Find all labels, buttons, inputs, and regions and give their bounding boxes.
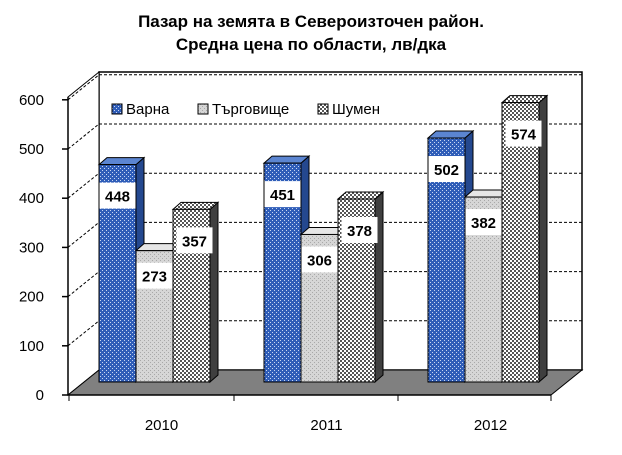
legend: Варна Търговище Шумен xyxy=(111,101,380,118)
legend-item-Шумен: Шумен xyxy=(317,101,380,118)
legend-item-Варна: Варна xyxy=(111,101,170,118)
legend-swatch-Търговище xyxy=(197,103,209,115)
bar-top-Шумен-2010 xyxy=(171,201,220,210)
data-label-box-Шумен-2012 xyxy=(505,120,542,147)
legend-item-Търговище: Търговище xyxy=(197,101,289,118)
bar-top-Шумен-2011 xyxy=(336,191,385,200)
data-label-Варна-2012: 502 xyxy=(428,156,465,183)
bar-top-Варна-2010 xyxy=(97,157,146,166)
gridline-side-500 xyxy=(67,123,100,150)
data-label-box-Търговище-2011 xyxy=(301,246,338,273)
data-label-text-Търговище-2011: 306 xyxy=(307,252,332,269)
bar-front-Шумен-2012 xyxy=(501,102,540,383)
y-tick-label-500: 500 xyxy=(19,141,44,158)
data-label-Варна-2011: 451 xyxy=(264,181,301,208)
data-label-text-Шумен-2012: 574 xyxy=(511,127,537,144)
gridline-side-300 xyxy=(67,222,100,248)
bar-top-Шумен-2012 xyxy=(500,95,549,104)
data-label-Шумен-2010: 357 xyxy=(176,227,213,254)
x-category-label-2012: 2012 xyxy=(474,417,507,434)
gridline-side-600 xyxy=(67,74,100,101)
y-tick-label-300: 300 xyxy=(19,239,44,256)
data-label-box-Шумен-2011 xyxy=(341,217,378,244)
x-axis-categories: 2010 2011 2012 xyxy=(68,395,552,434)
data-label-text-Търговище-2012: 382 xyxy=(471,215,496,232)
data-label-box-Варна-2011 xyxy=(264,181,301,208)
legend-swatch-Варна xyxy=(111,103,123,115)
bar-top-Варна-2012 xyxy=(426,130,475,139)
x-category-label-2011: 2011 xyxy=(310,417,342,434)
y-tick-label-0: 0 xyxy=(36,387,44,404)
data-label-box-Шумен-2010 xyxy=(176,227,213,254)
data-label-text-Търговище-2010: 273 xyxy=(142,269,167,286)
chart-title-line-2: Средна цена по области, лв/дка xyxy=(176,35,447,54)
data-label-text-Варна-2012: 502 xyxy=(434,162,459,179)
data-label-text-Шумен-2011: 378 xyxy=(347,223,372,240)
data-label-box-Варна-2010 xyxy=(99,182,136,209)
y-tick-label-200: 200 xyxy=(19,289,44,306)
data-label-Шумен-2011: 378 xyxy=(341,217,378,244)
data-label-Шумен-2012: 574 xyxy=(505,120,542,147)
y-tick-label-400: 400 xyxy=(19,190,44,207)
legend-label-Шумен: Шумен xyxy=(332,101,380,118)
data-labels: 448 273 357 451 306 378 502 382 574 xyxy=(99,120,542,289)
bar-top-Варна-2011 xyxy=(262,155,311,164)
data-label-box-Търговище-2010 xyxy=(136,262,173,289)
x-category-label-2010: 2010 xyxy=(145,417,178,434)
data-label-box-Търговище-2012 xyxy=(465,209,502,236)
y-tick-label-100: 100 xyxy=(19,338,44,355)
data-label-Търговище-2010: 273 xyxy=(136,262,173,289)
legend-label-Варна: Варна xyxy=(126,101,170,118)
legend-label-Търговище: Търговище xyxy=(212,101,289,118)
gridline-side-200 xyxy=(67,271,100,297)
data-label-text-Шумен-2010: 357 xyxy=(182,233,207,250)
gridline-side-400 xyxy=(67,172,100,199)
bar-Шумен-2012 xyxy=(500,94,549,384)
data-label-box-Варна-2012 xyxy=(428,156,465,183)
data-label-text-Варна-2010: 448 xyxy=(105,189,130,206)
data-label-Варна-2010: 448 xyxy=(99,182,136,209)
y-axis-ticks: 0 100 200 300 400 500 600 xyxy=(19,92,68,404)
chart-title-line-1: Пазар на земята в Североизточен район. xyxy=(138,12,484,31)
legend-swatch-Шумен xyxy=(317,103,329,115)
data-label-Търговище-2011: 306 xyxy=(301,246,338,273)
data-label-text-Варна-2011: 451 xyxy=(270,187,295,204)
gridline-side-100 xyxy=(67,320,100,347)
plot-side-wall xyxy=(67,70,100,397)
data-label-Търговище-2012: 382 xyxy=(465,209,502,236)
y-tick-label-600: 600 xyxy=(19,92,44,109)
